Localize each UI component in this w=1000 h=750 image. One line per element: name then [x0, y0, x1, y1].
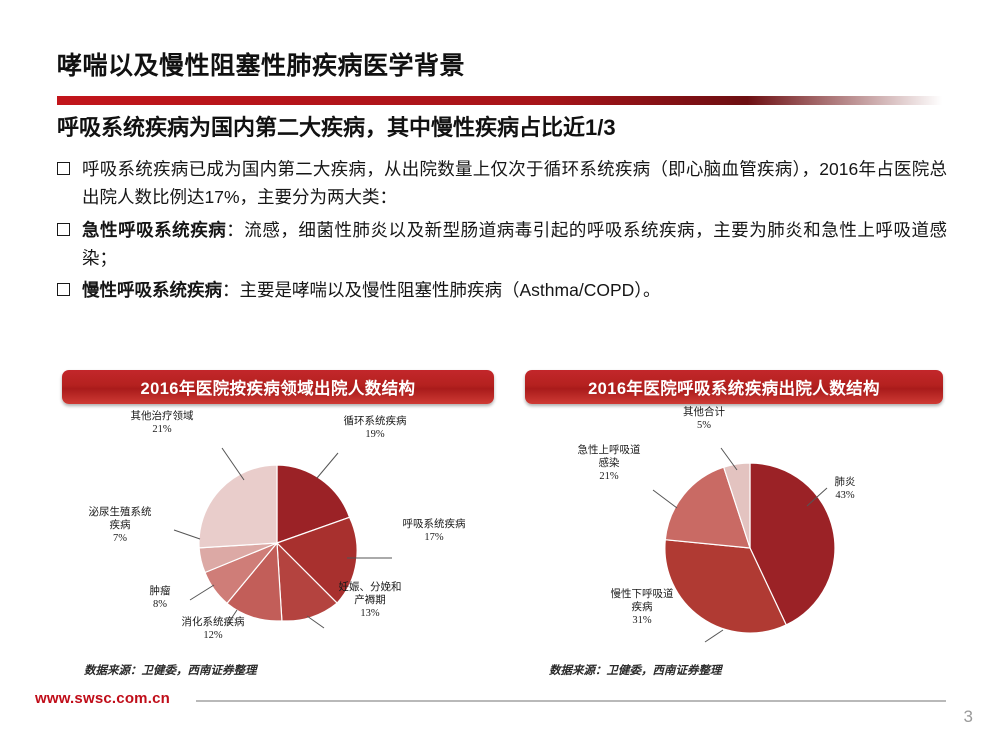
- bullet-list: 呼吸系统疾病已成为国内第二大疾病，从出院数量上仅次于循环系统疾病（即心脑血管疾病…: [57, 155, 947, 309]
- pie-label-pneumonia: 肺炎 43%: [834, 477, 856, 502]
- pie-label-respiratory: 呼吸系统疾病 17%: [402, 519, 466, 544]
- panel-title-right: 2016年医院呼吸系统疾病出院人数结构: [525, 370, 943, 404]
- pie-label-other-total: 其他合计 5%: [683, 407, 725, 432]
- panel-respiratory-breakdown: 2016年医院呼吸系统疾病出院人数结构 其他合计 5%: [525, 370, 943, 677]
- pie-chart-disease-area: 其他治疗领域 21% 循环系统疾病 19% 呼吸系统疾病 17% 妊娠、分娩和 产褥期 1…: [62, 411, 494, 673]
- pie-label-chronic-lri: 慢性下呼吸道 疾病 31%: [610, 589, 674, 627]
- pie-label-acute-uri: 急性上呼吸道 感染 21%: [577, 445, 641, 483]
- bullet-text-0: 呼吸系统疾病已成为国内第二大疾病，从出院数量上仅次于循环系统疾病（即心脑血管疾病…: [82, 159, 947, 208]
- panel-title-left: 2016年医院按疾病领域出院人数结构: [62, 370, 494, 404]
- bullet-square-icon: [57, 283, 70, 297]
- bullet-square-icon: [57, 222, 70, 236]
- page-subtitle: 呼吸系统疾病为国内第二大疾病，其中慢性疾病占比近1/3: [57, 115, 616, 140]
- pie-label-tumor: 肿瘤 8%: [149, 586, 171, 611]
- bullet-square-icon: [57, 162, 70, 175]
- title-divider: [57, 96, 942, 105]
- pie-svg-right: [652, 447, 836, 643]
- bullet-text-1: 急性呼吸系统疾病：流感，细菌性肺炎以及新型肠道病毒引起的呼吸系统疾病，主要为肺炎…: [82, 219, 948, 269]
- pie-label-urogenital: 泌尿生殖系统 疾病 7%: [88, 507, 152, 545]
- footer-divider: [196, 700, 946, 702]
- list-item: 呼吸系统疾病已成为国内第二大疾病，从出院数量上仅次于循环系统疾病（即心脑血管疾病…: [57, 155, 947, 212]
- pie-chart-respiratory: 其他合计 5% 急性上呼吸道 感染 21% 肺炎 43% 慢性下呼吸道 疾病 31%: [525, 407, 943, 673]
- page-title: 哮喘以及慢性阻塞性肺疾病医学背景: [57, 52, 466, 80]
- source-note-right: 数据来源：卫健委，西南证券整理: [549, 665, 722, 677]
- list-item: 慢性呼吸系统疾病：主要是哮喘以及慢性阻塞性肺疾病（Asthma/COPD）。: [57, 276, 947, 304]
- pie-label-digestive: 消化系统疾病 12%: [181, 617, 245, 642]
- list-item: 急性呼吸系统疾病：流感，细菌性肺炎以及新型肠道病毒引起的呼吸系统疾病，主要为肺炎…: [57, 216, 947, 273]
- pie-label-pregnancy: 妊娠、分娩和 产褥期 13%: [338, 582, 402, 620]
- pie-svg-left: [173, 447, 392, 629]
- pie-label-circulatory: 循环系统疾病 19%: [343, 416, 407, 441]
- footer-url[interactable]: www.swsc.com.cn: [35, 690, 170, 707]
- pie-label-other-areas: 其他治疗领域 21%: [130, 411, 194, 436]
- bullet-text-2: 慢性呼吸系统疾病：主要是哮喘以及慢性阻塞性肺疾病（Asthma/COPD）。: [82, 280, 661, 301]
- page-number: 3: [963, 707, 973, 726]
- source-note-left: 数据来源：卫健委，西南证券整理: [84, 665, 257, 677]
- panel-disease-area: 2016年医院按疾病领域出院人数结构: [62, 370, 494, 677]
